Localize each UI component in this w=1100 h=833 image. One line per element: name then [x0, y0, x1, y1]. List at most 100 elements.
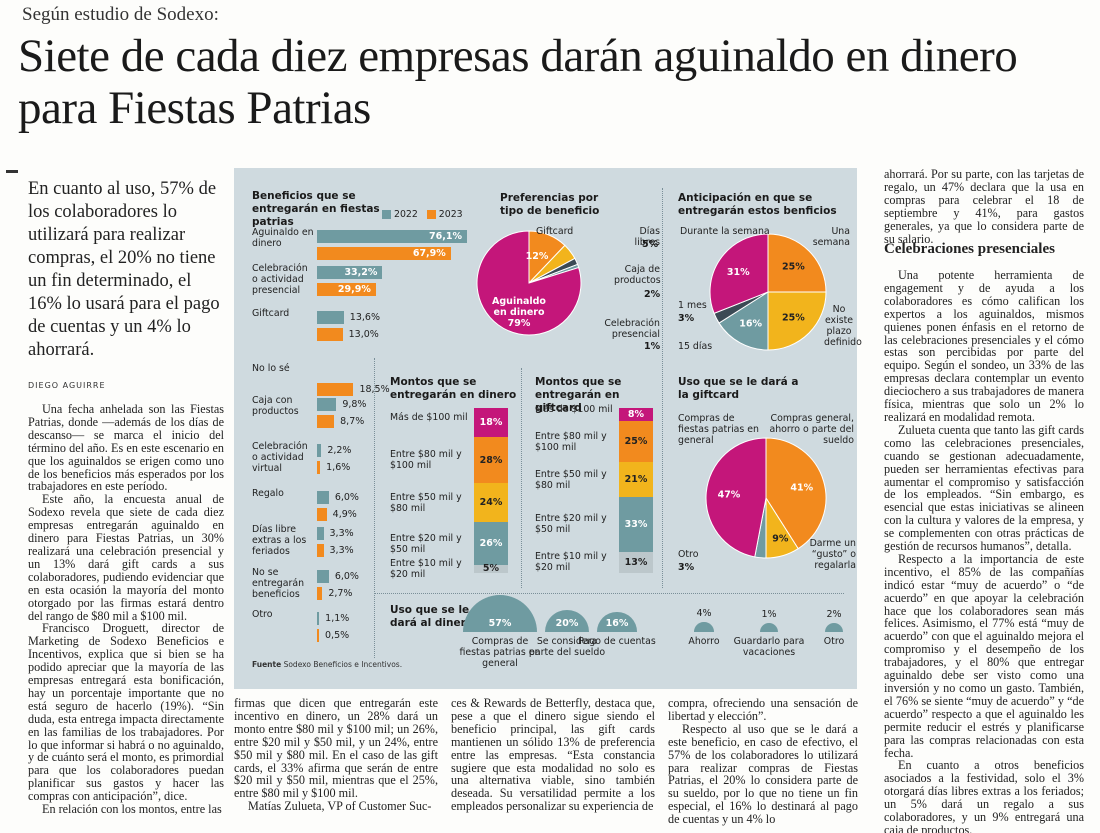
bar-value-label: 3,3% — [329, 528, 354, 539]
body-column-2: firmas que dicen que entregarán este inc… — [234, 697, 438, 813]
bar-value-label: 3,3% — [329, 545, 354, 556]
chart-title-anticipacion: Anticipación en que se entregarán estos … — [678, 192, 837, 217]
pie-value-label: 31% — [727, 267, 750, 278]
bar-category-label: Celebración o actividad presencial — [252, 263, 308, 296]
pie2-center-label: Aguinaldo en dinero 79% — [492, 296, 546, 329]
stack-value-label: 21% — [624, 474, 648, 486]
dome — [760, 623, 778, 632]
body-column-5-bottom: Una potente herramienta de engagement y … — [884, 269, 1084, 833]
dome-value-label: 57% — [488, 618, 512, 629]
bar-category-label: Aguinaldo en dinero — [252, 227, 314, 249]
bar-value-label: 2,7% — [328, 588, 353, 599]
stack-value-label: 24% — [479, 497, 503, 509]
chart-title-preferencias: Preferencias por tipo de beneficio — [500, 192, 600, 217]
paragraph: Zulueta cuenta que tanto las gift cards … — [884, 422, 1084, 554]
bar-value-label: 1,6% — [326, 462, 351, 473]
stack-value-label: 18% — [479, 417, 503, 429]
paragraph: ahorrará. Por su parte, con las tarjetas… — [884, 167, 1084, 246]
paragraph: Una fecha anhelada son las Fiestas Patri… — [28, 402, 224, 494]
slice-no-existe — [767, 291, 827, 351]
bar-2022 — [317, 527, 324, 540]
bar-value-label: 6,0% — [334, 492, 359, 503]
pie6-label-darme: Darme un “gusto” o regalarla — [809, 538, 856, 571]
subheading: Celebraciones presenciales — [884, 241, 1055, 257]
headline: Siete de cada diez empresas darán aguina… — [18, 30, 1018, 134]
pie6-value-otro: 3% — [678, 562, 695, 573]
pie6-label-otro: Otro — [678, 549, 699, 560]
paragraph: En cuanto a otros beneficios asociados a… — [884, 758, 1084, 833]
stack-segment: 21% — [619, 462, 653, 498]
bar-2022 — [317, 230, 467, 243]
stack-segment: 18% — [474, 408, 508, 438]
stack-value-label: 26% — [479, 538, 503, 550]
dome-category-label: Ahorro — [688, 636, 720, 647]
divider — [662, 188, 663, 588]
stack-value-label: 8% — [627, 409, 645, 421]
bar-category-label: Caja con productos — [252, 395, 299, 417]
bar-2023 — [317, 629, 319, 642]
stack-value-label: 25% — [624, 436, 648, 448]
dome — [694, 622, 714, 632]
bar-value-label: 29,9% — [337, 284, 371, 295]
pie2-value-celebracion: 1% — [644, 341, 661, 352]
bar-category-label: Días libre extras a los feriados — [252, 524, 307, 557]
divider — [374, 358, 375, 658]
bar-2023 — [317, 415, 335, 428]
pie-value-label: 47% — [718, 489, 741, 500]
dome — [597, 612, 637, 632]
pie6-label-compras-fp: Compras de fiestas patrias en general — [678, 413, 759, 446]
stack-segment: 25% — [619, 421, 653, 463]
giftcard-usage-pie: 41% 9% 47% — [705, 437, 827, 559]
pie-value-label: 41% — [790, 483, 813, 494]
bar-value-label: 13,0% — [348, 329, 379, 340]
stack-category-label: Entre $50 mil y $80 mil — [535, 468, 607, 491]
stack-value-label: 28% — [479, 454, 503, 466]
bar-category-label: Giftcard — [252, 308, 290, 319]
chart-title-uso-dinero: Uso que se le dará al dinero — [390, 604, 473, 629]
stack-segment: 24% — [474, 483, 508, 523]
bar-category-label: Regalo — [252, 488, 284, 499]
paragraph: Respecto al uso que se le dará a este be… — [668, 721, 858, 827]
divider — [521, 368, 522, 588]
kicker: Según estudio de Sodexo: — [22, 4, 219, 25]
stack-category-label: Entre $50 mil y $80 mil — [390, 491, 462, 514]
stack-segment: 33% — [619, 497, 653, 552]
stack-category-label: Entre $80 mil y $100 mil — [390, 449, 462, 472]
legend-2022: 2022 — [393, 209, 418, 220]
stack-category-label: Más de $100 mil — [390, 411, 468, 423]
bar-value-label: 18,5% — [359, 384, 390, 395]
bar-2022 — [317, 491, 329, 504]
stack-segment: 5% — [474, 563, 508, 574]
body-column-4: compra, ofreciendo una sensación de libe… — [668, 697, 858, 826]
quote-rule — [6, 170, 18, 173]
benefits-bar-chart: Aguinaldo en dinero 76,1% 67,9% Celebración… — [234, 168, 664, 658]
paragraph: compra, ofreciendo una sensación de libe… — [668, 696, 858, 723]
legend: 2022 2023 — [382, 209, 463, 220]
bar-value-label: 33,2% — [344, 267, 378, 278]
bar-value-label: 6,0% — [334, 571, 359, 582]
pie3-value-1mes: 3% — [678, 313, 695, 324]
dome-value-label: 4% — [696, 608, 712, 620]
legend-2023: 2023 — [438, 209, 463, 220]
stack-category-label: Entre $20 mil y $50 mil — [535, 513, 607, 536]
stack-category-label: Entre $80 mil y $100 mil — [535, 430, 607, 453]
chart-title-montos-giftcard: Montos que se entregarán en giftcard — [535, 376, 622, 414]
paragraph: Este año, la encuesta anual de Sodexo re… — [28, 492, 224, 623]
stack-segment: 8% — [619, 408, 653, 422]
pie2-label-celebracion: Celebración presencial — [604, 318, 660, 340]
bar-value-label: 9,8% — [342, 399, 367, 410]
bar-value-label: 13,6% — [349, 312, 380, 323]
pie-value-label: 16% — [739, 319, 762, 330]
pie-value-label: 25% — [782, 262, 805, 273]
paragraph: En relación con los montos, entre las — [42, 802, 222, 817]
slice-15-dias — [718, 291, 769, 351]
pie3-label-durante: Durante la semana — [680, 226, 770, 237]
bar-2023 — [317, 247, 451, 260]
pull-quote: En cuanto al uso, 57% de los colaborador… — [28, 179, 220, 360]
source-text: Sodexo Beneficios e Incentivos. — [283, 660, 403, 669]
stack-value-label: 33% — [624, 518, 648, 530]
dome — [825, 623, 843, 632]
slice-una-semana — [767, 233, 827, 293]
stack-segment: 26% — [474, 522, 508, 565]
byline: DIEGO AGUIRRE — [28, 381, 106, 390]
